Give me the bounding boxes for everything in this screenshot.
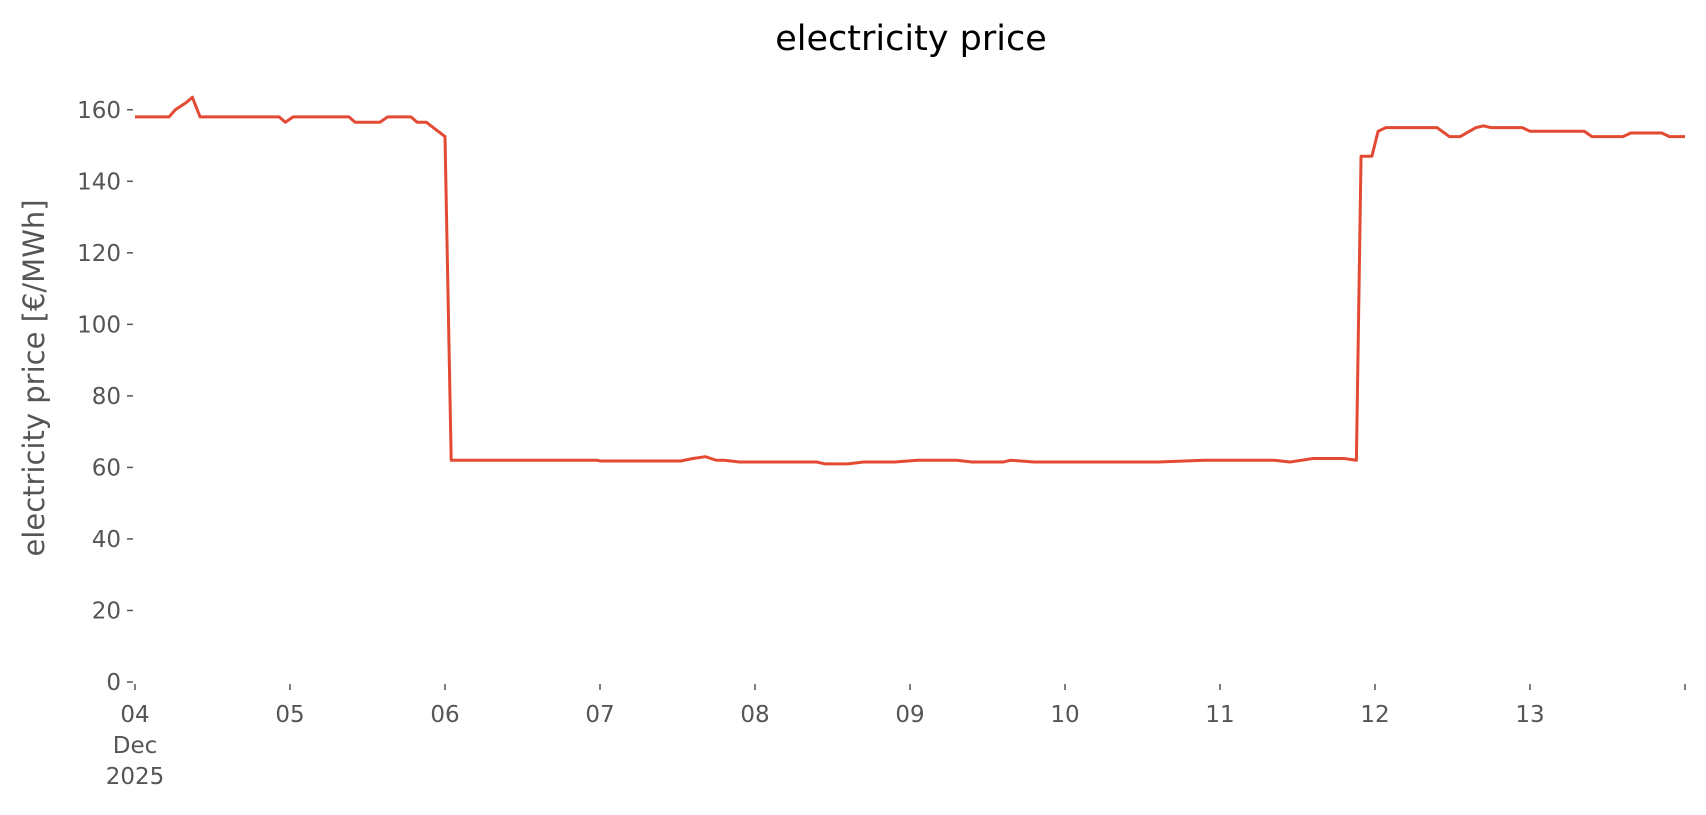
x-tick-label: 12 bbox=[1360, 702, 1389, 728]
x-tick-label: 08 bbox=[740, 702, 769, 728]
y-tick-label: 120 bbox=[77, 241, 121, 267]
x-tick-label: 04 Dec 2025 bbox=[106, 702, 165, 790]
price-line bbox=[135, 95, 1685, 466]
y-tick-label: 80 bbox=[92, 384, 121, 410]
x-tick-label: 13 bbox=[1515, 702, 1544, 728]
x-tick-label: 11 bbox=[1205, 702, 1234, 728]
y-tick-label: 160 bbox=[77, 98, 121, 124]
y-tick-label: 40 bbox=[92, 527, 121, 553]
y-tick-label: 0 bbox=[106, 670, 121, 696]
x-tick-label: 06 bbox=[430, 702, 459, 728]
y-axis-label: electricity price [€/MWh] bbox=[17, 199, 51, 556]
y-tick-label: 140 bbox=[77, 169, 121, 195]
y-tick-label: 60 bbox=[92, 455, 121, 481]
x-tick-label: 10 bbox=[1050, 702, 1079, 728]
x-tick-label: 09 bbox=[895, 702, 924, 728]
y-tick-label: 20 bbox=[92, 598, 121, 624]
y-tick-label: 100 bbox=[77, 312, 121, 338]
x-tick-label: 05 bbox=[275, 702, 304, 728]
chart-title: electricity price bbox=[775, 19, 1047, 59]
x-tick-label: 07 bbox=[585, 702, 614, 728]
